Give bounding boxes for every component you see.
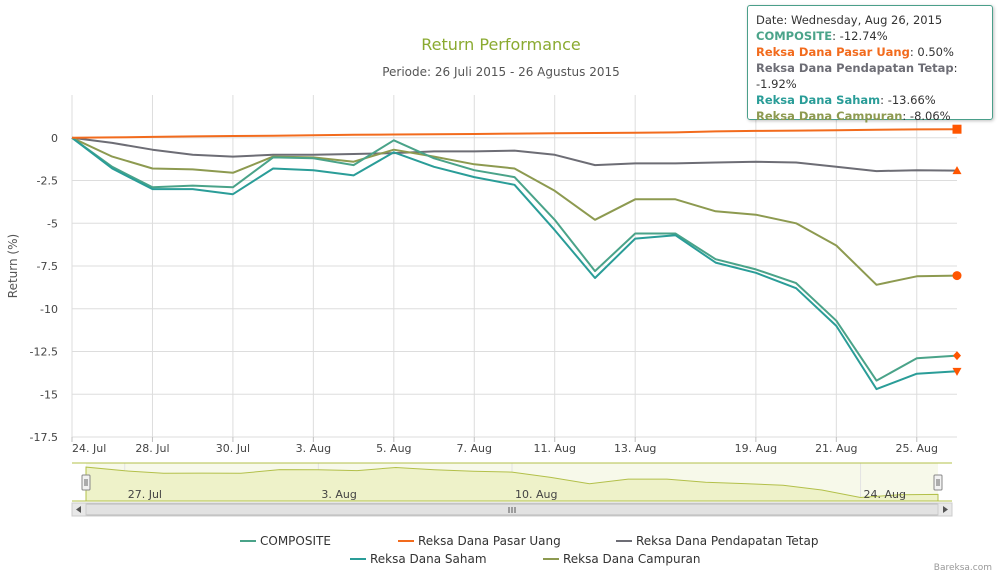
chart-title: Return Performance [421, 35, 581, 54]
chart-subtitle: Periode: 26 Juli 2015 - 26 Agustus 2015 [382, 65, 620, 79]
tooltip-series-name: Reksa Dana Campuran [756, 109, 903, 123]
legend-label: COMPOSITE [260, 534, 331, 548]
scrollbar-right-arrow[interactable] [937, 502, 953, 517]
x-tick-label: 3. Aug [296, 442, 331, 455]
legend-label: Reksa Dana Saham [370, 552, 487, 566]
tooltip-row-pasar-uang: Reksa Dana Pasar Uang: 0.50% [756, 45, 954, 59]
tooltip-row-campuran: Reksa Dana Campuran: -8.06% [756, 109, 951, 123]
legend-item-saham[interactable]: Reksa Dana Saham [350, 552, 487, 566]
tooltip-series-name: Reksa Dana Saham [756, 93, 881, 107]
legend-item-pasar-uang[interactable]: Reksa Dana Pasar Uang [398, 534, 561, 548]
series-end-markers [952, 124, 962, 376]
y-tick-label: -10 [40, 303, 58, 316]
credit-link[interactable]: Bareksa.com [934, 563, 992, 573]
tooltip-series-value: -13.66% [887, 93, 936, 107]
tooltip-row-pendapatan-tetap: Reksa Dana Pendapatan Tetap: -1.92% [756, 61, 958, 91]
marker-reksa-dana-pendapatan-tetap [952, 166, 962, 175]
series-line-reksa-dana-campuran [71, 136, 958, 286]
y-tick-label: -7.5 [37, 260, 58, 273]
legend-label: Reksa Dana Pendapatan Tetap [636, 534, 818, 548]
tooltip: Date: Wednesday, Aug 26, 2015 COMPOSITE:… [747, 5, 993, 123]
x-tick-label: 25. Aug [896, 442, 938, 455]
navigator-tick-label: 24. Aug [864, 488, 906, 501]
y-tick-label: -17.5 [30, 431, 58, 444]
x-tick-label: 11. Aug [533, 442, 575, 455]
x-tick-label: 13. Aug [614, 442, 656, 455]
marker-composite [953, 351, 961, 361]
x-tick-label: 7. Aug [457, 442, 492, 455]
y-tick-label: -15 [40, 388, 58, 401]
legend-item-pendapatan-tetap[interactable]: Reksa Dana Pendapatan Tetap [616, 534, 818, 548]
tooltip-date: Date: Wednesday, Aug 26, 2015 [756, 13, 943, 27]
x-tick-label: 5. Aug [376, 442, 411, 455]
tooltip-series-name: Reksa Dana Pasar Uang [756, 45, 910, 59]
scrollbar[interactable] [71, 502, 953, 517]
tooltip-series-name: Reksa Dana Pendapatan Tetap [756, 61, 954, 75]
y-tick-label: -12.5 [30, 346, 58, 359]
marker-reksa-dana-saham [952, 367, 962, 376]
x-tick-label: 28. Jul [135, 442, 169, 455]
navigator-tick-label: 10. Aug [515, 488, 557, 501]
series-group [71, 128, 958, 391]
y-tick-label: 0 [51, 132, 58, 145]
tooltip-series-value: -12.74% [839, 29, 888, 43]
plot-grid [71, 95, 957, 438]
navigator-tick-label: 27. Jul [128, 488, 162, 501]
legend-item-campuran[interactable]: Reksa Dana Campuran [543, 552, 700, 566]
x-tick-label: 24. Jul [72, 442, 106, 455]
y-axis-label: Return (%) [6, 234, 20, 298]
tooltip-row-saham: Reksa Dana Saham: -13.66% [756, 93, 936, 107]
marker-reksa-dana-pasar-uang [952, 124, 962, 134]
tooltip-series-value: 0.50% [917, 45, 954, 59]
navigator-handle-left[interactable] [81, 474, 91, 491]
navigator-area [85, 466, 939, 502]
legend: COMPOSITE Reksa Dana Pasar Uang Reksa Da… [240, 534, 818, 566]
series-line-reksa-dana-pendapatan-tetap [71, 136, 958, 173]
tooltip-row-composite: COMPOSITE: -12.74% [756, 29, 888, 43]
x-tick-label: 19. Aug [735, 442, 777, 455]
marker-reksa-dana-campuran [952, 271, 962, 281]
x-axis-ticks: 24. Jul 28. Jul 30. Jul 3. Aug 5. Aug 7. Aug 1… [71, 437, 938, 455]
legend-label: Reksa Dana Pasar Uang [418, 534, 561, 548]
navigator-labels: 27. Jul 3. Aug 10. Aug 24. Aug [128, 488, 906, 501]
y-axis-ticks: 0 -2.5 -5 -7.5 -10 -12.5 -15 -17.5 [30, 132, 58, 444]
tooltip-series-value: -1.92% [756, 77, 797, 91]
legend-item-composite[interactable]: COMPOSITE [240, 534, 331, 548]
navigator-handle-right[interactable] [933, 474, 943, 491]
series-line-reksa-dana-saham [71, 137, 958, 391]
y-tick-label: -5 [47, 217, 58, 230]
x-tick-label: 30. Jul [216, 442, 250, 455]
series-line-reksa-dana-pasar-uang [71, 128, 958, 139]
legend-label: Reksa Dana Campuran [563, 552, 700, 566]
series-line-composite [71, 136, 958, 382]
y-tick-label: -2.5 [37, 175, 58, 188]
tooltip-series-value: -8.06% [909, 109, 951, 123]
navigator-tick-label: 3. Aug [321, 488, 356, 501]
x-tick-label: 21. Aug [815, 442, 857, 455]
scrollbar-left-arrow[interactable] [71, 502, 87, 517]
tooltip-series-name: COMPOSITE [756, 29, 833, 43]
navigator[interactable]: 27. Jul 3. Aug 10. Aug 24. Aug [72, 462, 952, 502]
